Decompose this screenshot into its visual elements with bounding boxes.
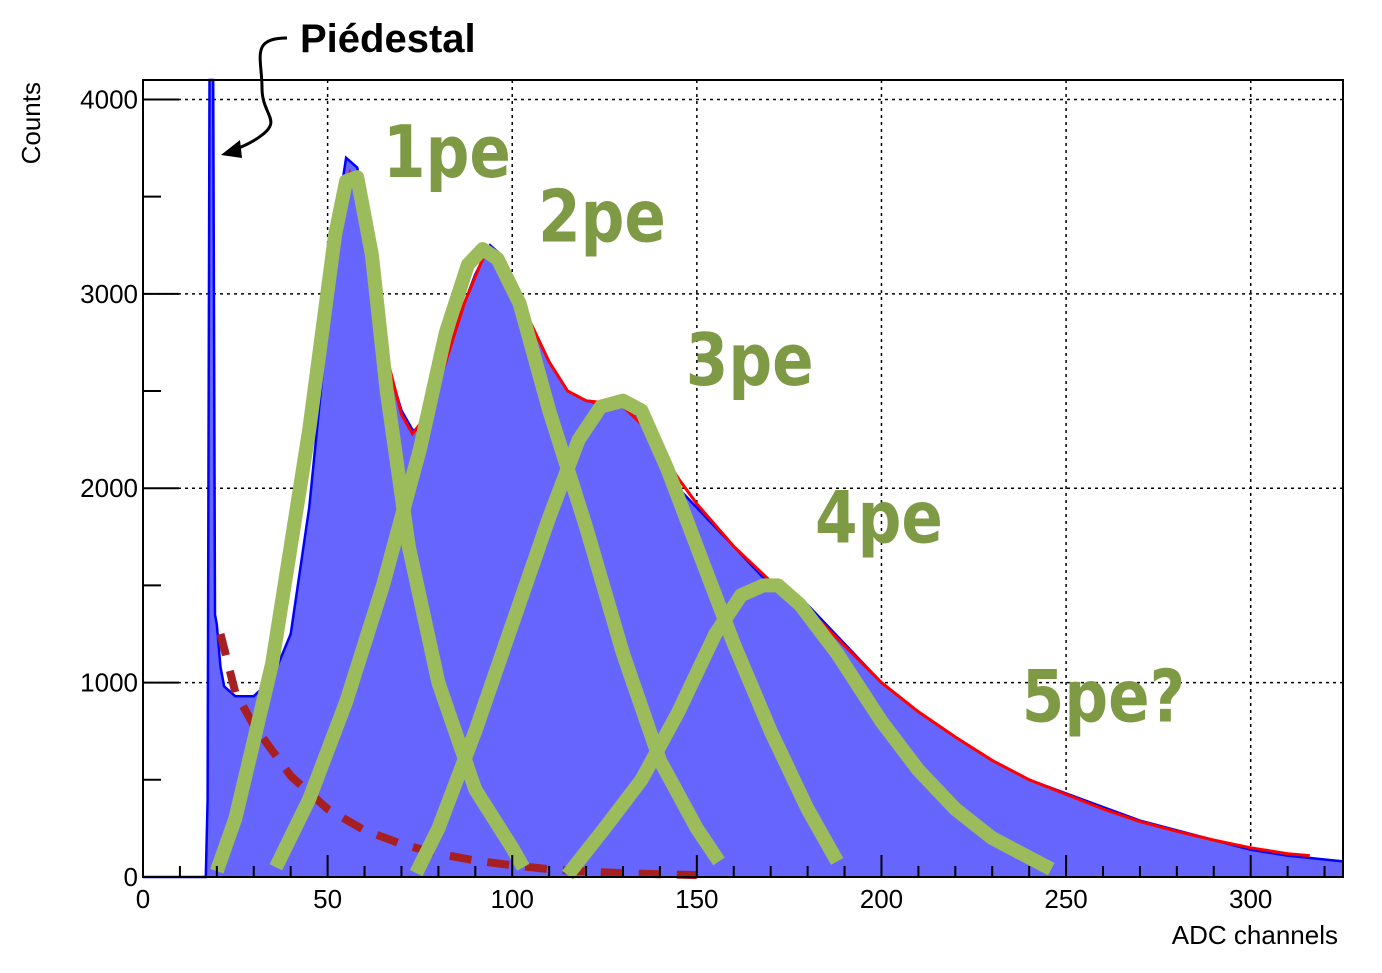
background-curve (216, 633, 697, 880)
y-tick-label: 2000 (80, 473, 138, 503)
component-curve-4pe (562, 578, 1055, 880)
components-layer (210, 170, 1055, 880)
y-tick-label: 4000 (80, 84, 138, 114)
axis-ticks (142, 98, 1326, 878)
component-curve-2pe (269, 242, 725, 871)
x-tick-label: 50 (313, 884, 342, 914)
background-layer (216, 633, 697, 880)
component-curve-1pe (210, 170, 530, 874)
peak-label: 2pe (538, 175, 666, 259)
x-tick-label: 100 (491, 884, 534, 914)
pedestal-annotation: Piédestal (300, 17, 476, 61)
x-tick-label: 250 (1044, 884, 1087, 914)
x-tick-label: 200 (860, 884, 903, 914)
y-tick-label: 3000 (80, 279, 138, 309)
x-tick-label: 0 (136, 884, 150, 914)
peak-label: 1pe (383, 110, 511, 194)
component-curve-3pe (409, 393, 844, 877)
x-axis-label: ADC channels (1172, 920, 1338, 950)
x-tick-label: 150 (675, 884, 718, 914)
y-tick-label: 0 (124, 862, 138, 892)
peak-label: 3pe (686, 318, 814, 402)
plot-frame (142, 79, 1344, 878)
pedestal-arrowhead (221, 140, 242, 158)
y-axis-label: Counts (16, 82, 46, 164)
peak-label: 5pe? (1022, 655, 1185, 739)
pedestal-arrow (227, 36, 288, 154)
peak-label: 4pe (815, 476, 943, 560)
y-tick-label: 1000 (80, 668, 138, 698)
x-tick-label: 300 (1229, 884, 1272, 914)
